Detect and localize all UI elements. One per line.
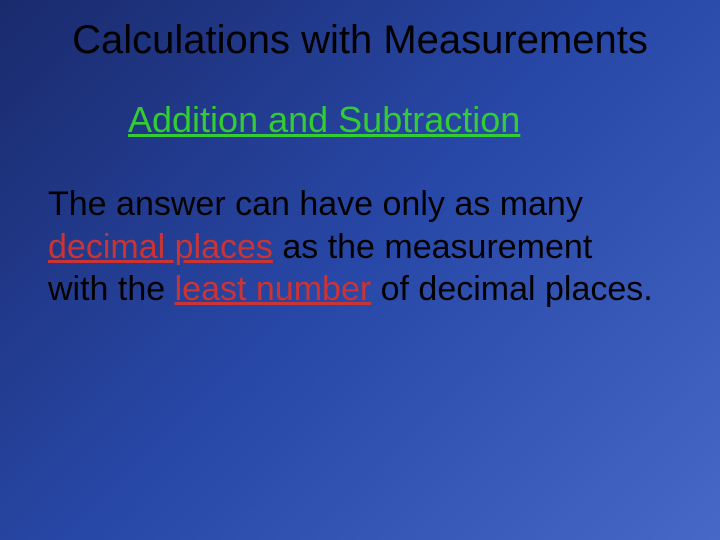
body-segment-3: of decimal places. [371,270,653,308]
body-segment-1: The answer can have only as many [48,185,583,223]
slide-title: Calculations with Measurements [40,18,680,63]
keyword-least-number: least number [175,270,372,308]
slide-body: The answer can have only as many decimal… [48,183,660,311]
slide-subtitle: Addition and Subtraction [128,99,680,141]
keyword-decimal-places: decimal places [48,228,273,266]
